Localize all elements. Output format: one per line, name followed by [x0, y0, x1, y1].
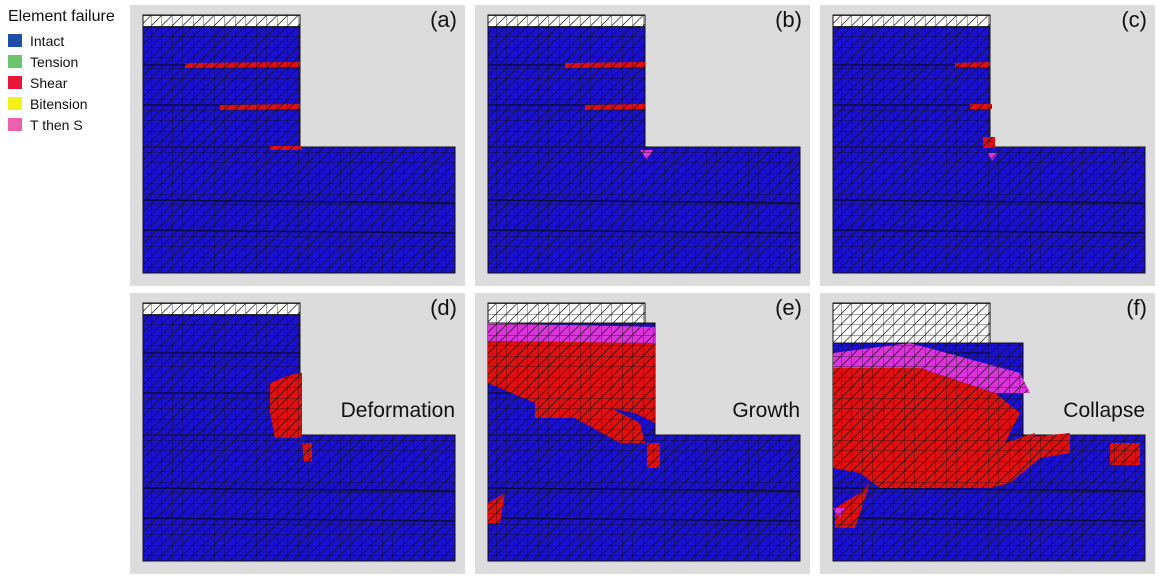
layer-boundary	[832, 517, 1146, 522]
panel-d: (d) Deformation	[130, 293, 465, 574]
excavated-zone	[142, 14, 301, 28]
mesh-plot	[832, 14, 1146, 274]
shear-failure-region	[185, 62, 300, 68]
t-then-s-failure-region	[988, 153, 998, 161]
mesh-plot	[832, 302, 1146, 562]
layer-boundary	[487, 487, 801, 492]
shear-failure-region	[270, 373, 302, 438]
legend-item-bitension: Bitension	[8, 93, 115, 114]
shear-failure-region	[220, 104, 300, 110]
lower-block-mesh	[487, 146, 801, 274]
panel-c: (c)	[820, 5, 1155, 286]
legend-swatch	[8, 118, 22, 131]
panel-label: (b)	[775, 7, 802, 32]
legend-label: Intact	[30, 32, 65, 49]
legend-swatch	[8, 34, 22, 47]
shear-failure-region	[585, 104, 645, 110]
lower-block-mesh	[142, 434, 456, 562]
shear-failure-region	[647, 443, 660, 468]
panel-a: (a)	[130, 5, 465, 286]
panel-e: (e) Growth	[475, 293, 810, 574]
mesh-plot	[487, 14, 801, 274]
excavated-zone	[142, 302, 301, 316]
legend-item-intact: Intact	[8, 30, 115, 51]
layer-boundary	[142, 517, 456, 522]
shear-failure-region	[270, 146, 302, 150]
layer-boundary	[832, 199, 1146, 204]
t-then-s-failure-region	[833, 508, 845, 518]
mesh-plot	[487, 302, 801, 562]
layer-boundary	[142, 229, 456, 234]
legend: Element failure Intact Tension Shear Bitens…	[8, 8, 115, 135]
shear-failure-region	[970, 104, 992, 109]
shear-failure-region	[488, 341, 655, 423]
legend-swatch	[8, 55, 22, 68]
panel-label: (e)	[775, 295, 802, 320]
layer-boundary	[142, 487, 456, 492]
legend-item-shear: Shear	[8, 72, 115, 93]
legend-item-t-then-s: T then S	[8, 114, 115, 135]
mesh-plot	[142, 302, 456, 562]
excavated-zone	[487, 302, 646, 324]
shear-failure-region	[535, 403, 645, 443]
layer-boundary	[142, 199, 456, 204]
shear-failure-region	[488, 493, 505, 523]
shear-failure-region	[1018, 433, 1035, 453]
panel-label: (f)	[1126, 295, 1147, 320]
panel-caption: Collapse	[1063, 399, 1145, 422]
upper-block-mesh	[832, 26, 991, 148]
upper-block-mesh	[487, 26, 646, 148]
legend-label: Shear	[30, 74, 68, 91]
shear-failure-region	[280, 379, 290, 388]
excavated-zone	[487, 14, 646, 28]
layer-boundary	[832, 229, 1146, 234]
excavated-zone	[832, 14, 991, 28]
panel-caption: Deformation	[340, 399, 455, 422]
legend-label: Tension	[30, 53, 79, 70]
lower-block-mesh	[142, 146, 456, 274]
lower-block-mesh	[487, 434, 801, 562]
panel-b: (b)	[475, 5, 810, 286]
shear-failure-region	[1110, 443, 1140, 465]
panel-label: (d)	[430, 295, 457, 320]
layer-boundary	[487, 229, 801, 234]
legend-title: Element failure	[8, 8, 115, 25]
legend-swatch	[8, 76, 22, 89]
shear-failure-region	[955, 62, 990, 67]
shear-failure-region	[302, 443, 312, 461]
shear-failure-region	[833, 433, 1070, 488]
legend-label: T then S	[30, 116, 83, 133]
shear-failure-region	[983, 137, 995, 148]
lower-block-mesh	[832, 146, 1146, 274]
panel-f: (f) Collapse	[820, 293, 1155, 574]
panel-caption: Growth	[732, 399, 800, 422]
legend-label: Bitension	[30, 95, 88, 112]
layer-boundary	[832, 487, 1146, 492]
t-then-s-failure-region	[833, 343, 1030, 393]
shear-failure-region	[835, 483, 870, 528]
layer-boundary	[487, 199, 801, 204]
layer-boundary	[487, 517, 801, 522]
panel-label: (a)	[430, 7, 457, 32]
t-then-s-failure-region	[488, 323, 655, 343]
upper-block-mesh	[142, 26, 301, 148]
panel-label: (c)	[1121, 7, 1147, 32]
shear-failure-region	[833, 368, 1020, 443]
legend-item-tension: Tension	[8, 51, 115, 72]
legend-swatch	[8, 97, 22, 110]
shear-failure-region	[565, 62, 645, 68]
t-then-s-failure-region	[640, 150, 653, 160]
mesh-plot	[142, 14, 456, 274]
